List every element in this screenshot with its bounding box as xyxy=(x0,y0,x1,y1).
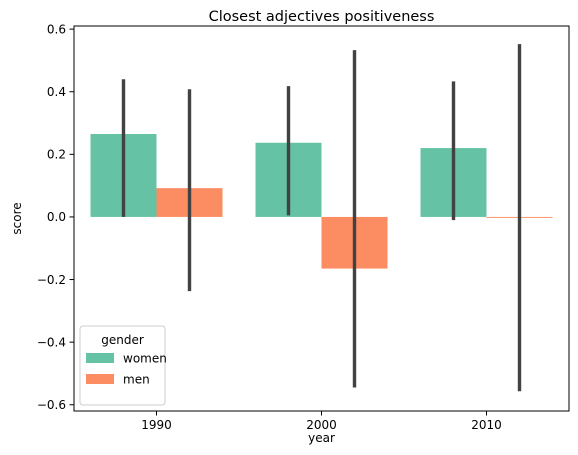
x-tick-label: 2000 xyxy=(306,418,337,432)
y-tick-label: 0.6 xyxy=(47,22,66,36)
legend-swatch-women xyxy=(86,353,114,363)
x-tick-label: 2010 xyxy=(471,418,502,432)
y-tick-label: 0.4 xyxy=(47,85,66,99)
y-axis: −0.6 −0.4 −0.2 0.0 0.2 0.4 0.6 xyxy=(37,22,74,412)
legend: gender women men xyxy=(79,325,167,406)
error-bars-group xyxy=(121,44,522,392)
legend-label-women: women xyxy=(123,352,167,366)
chart-title: Closest adjectives positiveness xyxy=(209,9,435,25)
legend-box xyxy=(79,325,166,406)
x-axis: 1990 2000 2010 xyxy=(141,411,502,432)
y-tick-label: −0.6 xyxy=(37,398,66,412)
x-tick-label: 1990 xyxy=(141,418,172,432)
legend-title: gender xyxy=(101,333,144,347)
y-tick-label: −0.2 xyxy=(37,273,66,287)
bars-group xyxy=(90,133,553,269)
legend-label-men: men xyxy=(123,373,150,387)
y-axis-label: score xyxy=(10,202,24,234)
y-tick-label: 0.0 xyxy=(47,210,66,224)
legend-items: women men xyxy=(86,352,167,387)
y-tick-label: 0.2 xyxy=(47,148,66,162)
legend-swatch-men xyxy=(86,374,114,384)
x-axis-label: year xyxy=(308,431,335,445)
y-tick-label: −0.4 xyxy=(37,335,66,349)
